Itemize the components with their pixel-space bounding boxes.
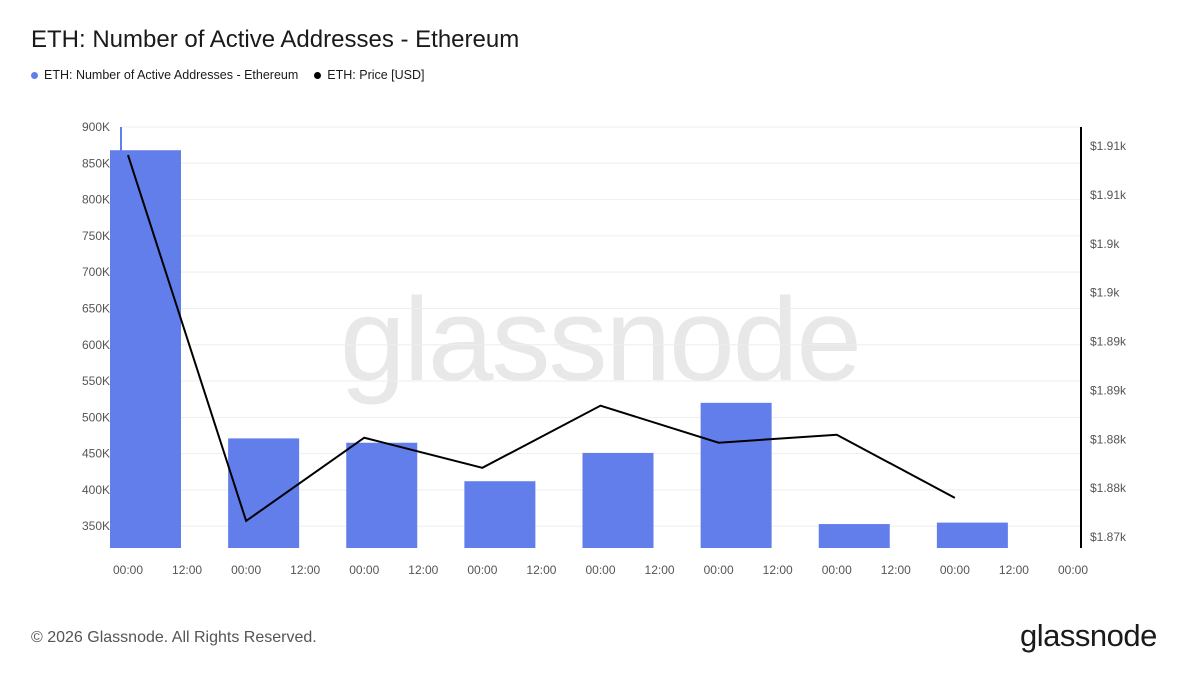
legend-marker-price [314,71,322,79]
y-tick-label-right: $1.89k [1090,335,1127,349]
y-tick-label-right: $1.9k [1090,237,1120,251]
copyright-text: © 2026 Glassnode. All Rights Reserved. [31,629,317,646]
bar [582,452,654,548]
x-tick-label: 00:00 [585,563,615,577]
chart-title: ETH: Number of Active Addresses - Ethere… [31,26,520,53]
y-tick-label-left: 800K [82,193,110,207]
x-tick-label: 00:00 [1058,563,1088,577]
watermark: glassnode [340,274,860,406]
x-tick-label: 00:00 [940,563,970,577]
y-tick-label-left: 350K [82,519,110,533]
x-tick-label: 00:00 [822,563,852,577]
y-tick-label-right: $1.87k [1090,530,1127,544]
legend-marker-active-addresses [31,71,38,79]
y-tick-label-left: 650K [82,301,110,315]
y-tick-label-left: 500K [82,410,110,424]
x-tick-label: 12:00 [172,563,202,577]
legend-label-price: ETH: Price [USD] [327,68,425,82]
x-tick-label: 12:00 [526,563,556,577]
x-tick-label: 00:00 [467,563,497,577]
bar [346,442,418,548]
y-tick-label-left: 450K [82,447,110,461]
glassnode-logo: glassnode [1020,618,1157,653]
x-tick-label: 00:00 [231,563,261,577]
y-tick-label-left: 850K [82,156,110,170]
x-tick-label: 12:00 [645,563,675,577]
x-tick-label: 12:00 [999,563,1029,577]
bar [700,402,772,548]
legend-item-active-addresses[interactable]: ETH: Number of Active Addresses - Ethere… [31,68,298,82]
x-tick-label: 12:00 [408,563,438,577]
x-tick-label: 00:00 [349,563,379,577]
y-tick-label-right: $1.91k [1090,188,1127,202]
price-line [127,154,956,523]
y-tick-label-right: $1.89k [1090,383,1127,397]
x-tick-label: 12:00 [881,563,911,577]
legend-label-active-addresses: ETH: Number of Active Addresses - Ethere… [44,68,299,82]
x-tick-label: 12:00 [290,563,320,577]
bar [464,481,536,548]
y-tick-label-left: 900K [82,120,110,134]
y-tick-label-left: 600K [82,338,110,352]
y-tick-label-right: $1.9k [1090,286,1120,300]
y-tick-label-right: $1.91k [1090,139,1127,153]
x-tick-label: 00:00 [113,563,143,577]
x-tick-label: 00:00 [704,563,734,577]
legend-item-price[interactable]: ETH: Price [USD] [314,68,425,82]
y-tick-label-left: 550K [82,374,110,388]
y-tick-label-left: 400K [82,483,110,497]
legend: ETH: Number of Active Addresses - Ethere… [31,68,425,82]
y-tick-label-right: $1.88k [1090,481,1127,495]
bar [228,438,300,548]
y-tick-label-left: 700K [82,265,110,279]
x-tick-label: 12:00 [763,563,793,577]
y-tick-label-left: 750K [82,229,110,243]
y-tick-label-right: $1.88k [1090,432,1127,446]
bar [936,522,1008,548]
bar [818,524,890,548]
